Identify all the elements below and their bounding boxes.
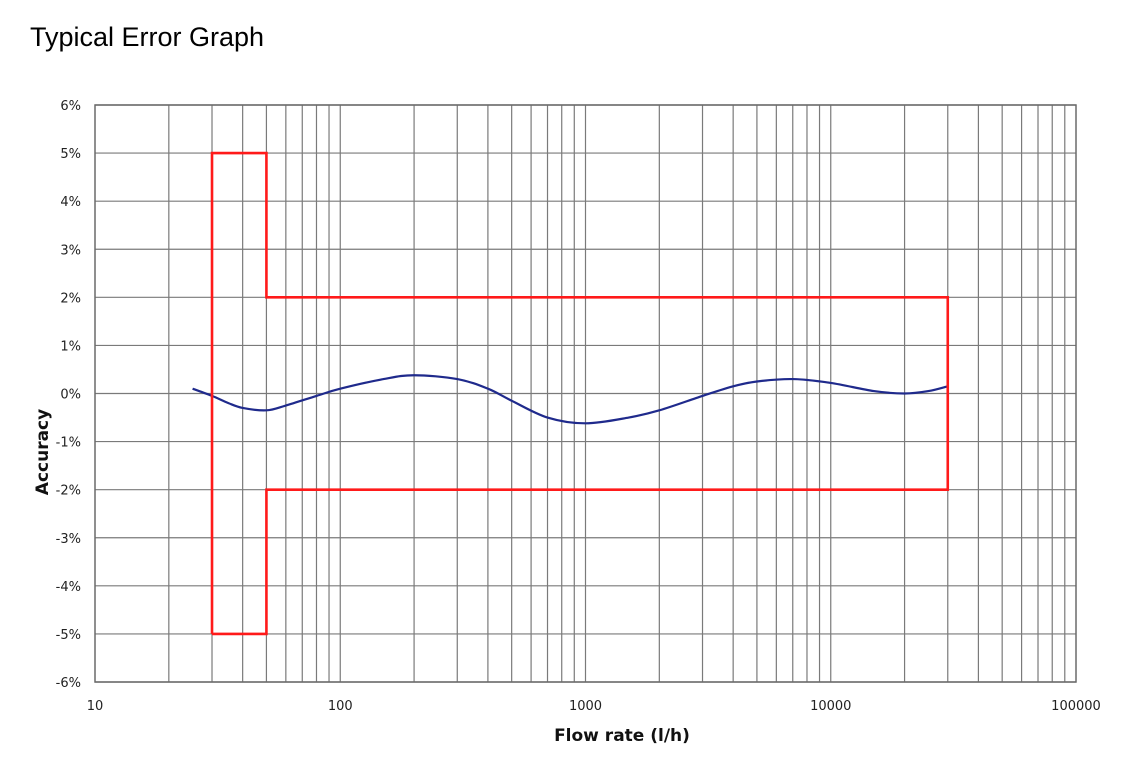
x-tick-label: 10 [87,699,104,714]
y-tick-label: 1% [60,339,81,354]
y-tick-label: 3% [60,243,81,258]
x-tick-labels: 10 100 1000 10000 100000 [87,699,1101,714]
y-tick-label: -6% [56,676,81,691]
y-tick-label: 4% [60,195,81,210]
x-tick-label: 100000 [1051,699,1101,714]
y-tick-label: 0% [60,388,81,403]
y-tick-label: -4% [56,580,81,595]
y-tick-label: -2% [56,484,81,499]
x-tick-label: 100 [328,699,353,714]
y-tick-label: -3% [56,532,81,547]
y-tick-label: -1% [56,436,81,451]
plot-border [94,104,1077,683]
x-axis-title: Flow rate (l/h) [554,726,690,746]
y-tick-label: 2% [60,291,81,306]
y-tick-labels: 6% 5% 4% 3% 2% 1% 0% -1% -2% -3% -4% -5% -6% [56,99,81,691]
y-tick-label: 5% [60,147,81,162]
error-curve-line [192,374,949,425]
y-tick-label: -5% [56,628,81,643]
chart-grid [95,104,1076,683]
x-tick-label: 10000 [810,699,851,714]
x-tick-label: 1000 [569,699,602,714]
y-axis-title: Accuracy [33,409,53,495]
plot-frame [94,104,1077,683]
chart-series [192,151,950,636]
tolerance-envelope-line [210,151,950,636]
page-title: Typical Error Graph [30,22,265,52]
y-tick-label: 6% [60,99,81,114]
